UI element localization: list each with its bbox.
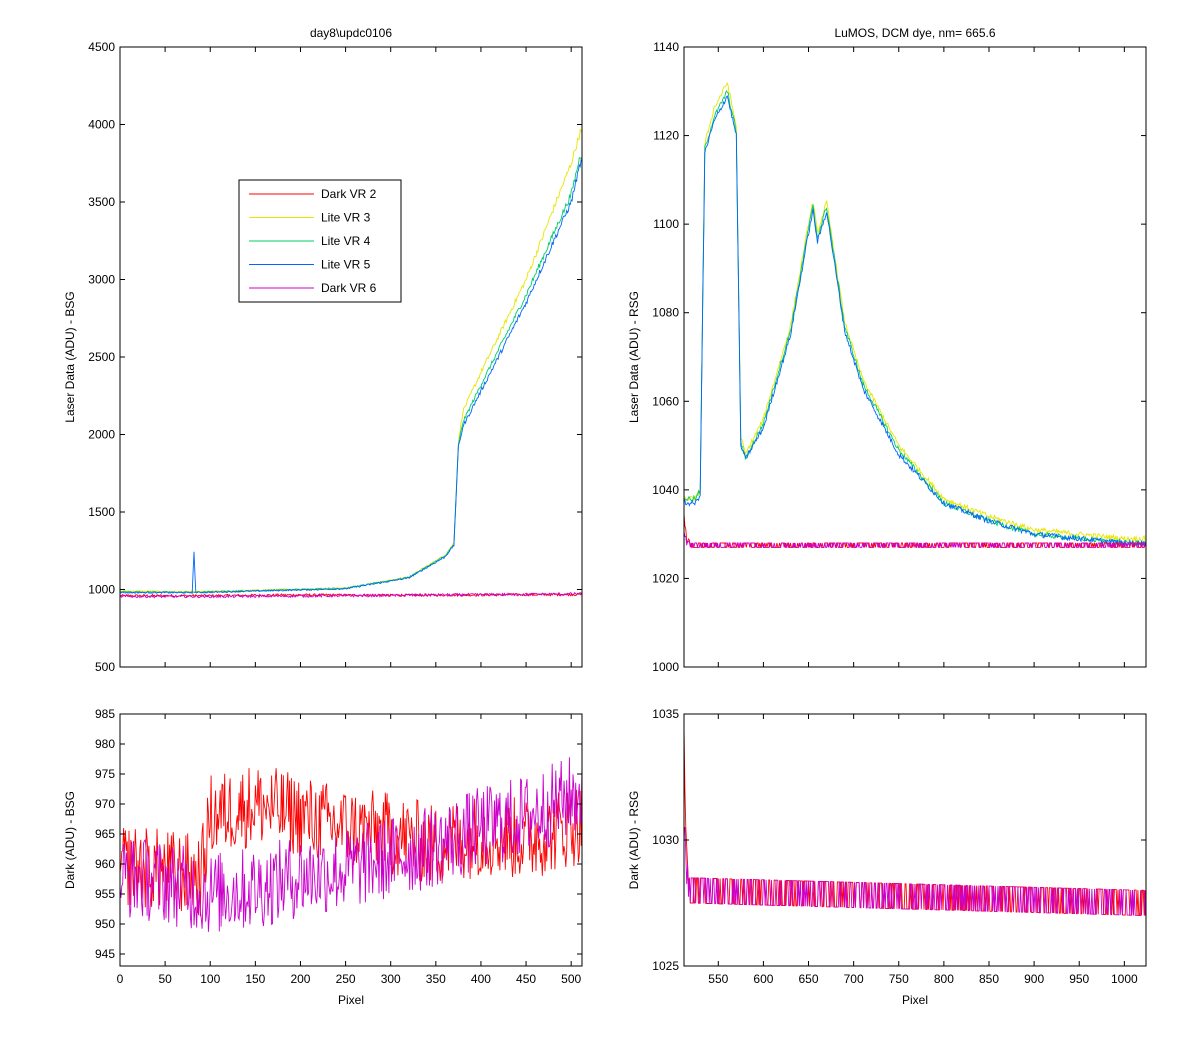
series-line-lite-vr-5 [120,158,582,595]
axes-frame [683,713,1147,967]
x-tick-label: 400 [471,972,491,986]
chart-bottom-left: 945 950 955 960 965 970 975 980 985 0 50 100 150 200 2… [63,707,583,1007]
y-tick-label: 945 [95,947,115,961]
x-tick-label: 150 [245,972,265,986]
y-axis-label: Dark (ADU) - BSG [63,791,77,889]
legend-entry-label: Dark VR 6 [321,281,377,295]
y-tick-label: 965 [95,827,115,841]
legend-entry-label: Dark VR 2 [321,187,377,201]
x-axis-label: Pixel [338,993,364,1007]
x-tick-label: 100 [200,972,220,986]
x-tick-label: 800 [934,972,954,986]
y-tick-label: 1120 [653,129,679,143]
series-group [684,726,1146,917]
series-line-lite-vr-5 [684,95,1146,547]
y-tick-label: 3500 [88,195,115,209]
chart-top-right: 1000 1020 1040 1060 1080 1100 1120 1140 LuMOS, D… [627,26,1147,674]
chart-bottom-right: 1025 1030 1035 550 600 650 700 750 800 850 900 950 1… [627,707,1147,1007]
x-tick-label: 50 [158,972,172,986]
x-tick-label: 200 [290,972,310,986]
y-tick-label: 4000 [88,118,115,132]
y-tick-label: 980 [95,737,115,751]
axes-frame [683,46,1147,668]
y-tick-label: 1500 [88,505,115,519]
y-tick-label: 3000 [88,273,115,287]
y-tick-label: 4500 [88,40,115,54]
y-tick-label: 1000 [652,660,679,674]
x-tick-label: 600 [753,972,773,986]
x-tick-label: 950 [1069,972,1089,986]
legend-entry-label: Lite VR 5 [321,258,371,272]
series-line-lite-vr-3 [684,81,1146,543]
y-tick-label: 2500 [88,350,115,364]
series-line-dark-vr-6 [120,591,582,599]
y-tick-label: 500 [95,660,115,674]
y-axis-label: Dark (ADU) - RSG [627,791,641,890]
y-tick-label: 1025 [652,959,679,973]
y-tick-label: 985 [95,707,115,721]
series-line-dark-vr-6 [120,757,582,932]
y-tick-label: 1040 [652,483,679,497]
series-line-dark-vr-6 [684,531,1146,548]
axes-frame [119,713,583,967]
series-group [684,81,1146,549]
y-axis-label: Laser Data (ADU) - RSG [627,291,641,423]
y-tick-label: 1000 [88,583,115,597]
x-tick-label: 850 [979,972,999,986]
y-tick-label: 1030 [652,833,679,847]
series-line-dark-vr-6 [684,826,1146,917]
y-tick-label: 2000 [88,428,115,442]
legend-entry-label: Lite VR 3 [321,211,371,225]
x-tick-label: 500 [561,972,581,986]
x-tick-label: 250 [336,972,356,986]
x-tick-label: 350 [426,972,446,986]
y-tick-label: 1100 [653,217,679,231]
chart-title: LuMOS, DCM dye, nm= 665.6 [834,26,995,40]
series-line-dark-vr-2 [684,726,1146,916]
y-tick-label: 1140 [653,40,679,54]
y-tick-label: 960 [95,857,115,871]
x-tick-label: 900 [1024,972,1044,986]
series-group [120,128,582,599]
y-tick-label: 955 [95,887,115,901]
y-tick-label: 950 [95,917,115,931]
y-tick-label: 1060 [652,394,679,408]
series-group [120,757,582,932]
x-tick-label: 300 [381,972,401,986]
x-axis-label: Pixel [902,993,928,1007]
y-tick-label: 1020 [652,571,679,585]
legend-entry-label: Lite VR 4 [321,234,371,248]
chart-title: day8\updc0106 [310,26,392,40]
y-tick-label: 970 [95,797,115,811]
y-tick-label: 1035 [652,707,679,721]
x-tick-label: 0 [117,972,124,986]
x-tick-label: 1000 [1111,972,1138,986]
x-tick-label: 700 [844,972,864,986]
chart-top-left: 500 1000 1500 2000 2500 3000 3500 4000 4500 day8\… [63,26,583,674]
x-tick-label: 750 [889,972,909,986]
x-tick-label: 550 [708,972,728,986]
x-tick-label: 650 [799,972,819,986]
y-tick-label: 975 [95,767,115,781]
axes-frame [119,46,583,668]
series-line-lite-vr-4 [684,90,1146,547]
legend: Dark VR 2 Lite VR 3 Lite VR 4 Lite VR 5 Dark… [238,179,402,303]
y-axis-label: Laser Data (ADU) - BSG [63,291,77,422]
series-line-dark-vr-2 [684,514,1146,549]
y-tick-label: 1080 [652,306,679,320]
x-tick-label: 450 [516,972,536,986]
